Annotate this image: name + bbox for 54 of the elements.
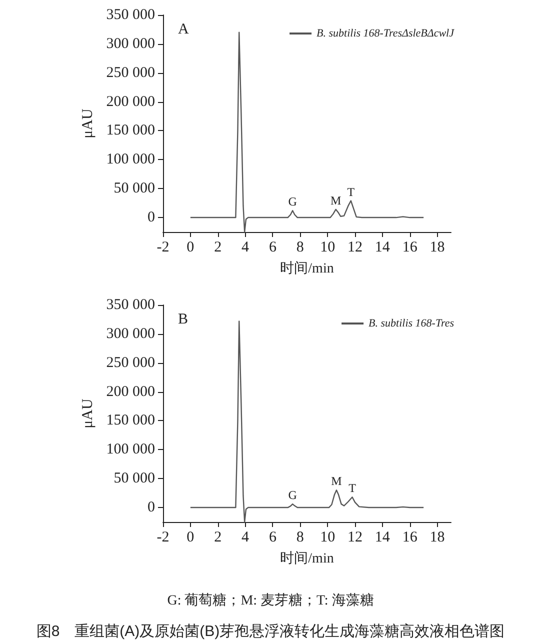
x-tick-label: 0 (186, 240, 194, 256)
x-tick-label: 8 (296, 530, 304, 546)
annotation: G (288, 194, 298, 209)
chart-title: B (178, 312, 188, 328)
x-tick-label: 14 (374, 530, 390, 546)
y-tick-label: 250 000 (106, 354, 155, 371)
y-tick-label: 50 000 (114, 180, 155, 197)
x-tick-label: 2 (214, 240, 222, 256)
y-tick-label: 350 000 (106, 297, 155, 313)
x-tick-label: 6 (268, 530, 277, 546)
y-tick-label: 200 000 (106, 384, 155, 400)
x-tick-label: 16 (402, 240, 418, 256)
x-tick-label: 14 (374, 240, 390, 256)
legend-label: B. subtilis 168-Tres (368, 318, 454, 330)
x-tick-label: 8 (296, 240, 304, 256)
y-tick-label: 100 000 (106, 152, 155, 168)
x-tick-label: 18 (430, 240, 445, 256)
y-tick-label: 0 (148, 500, 155, 516)
x-tick-label: 18 (430, 530, 445, 546)
x-tick-label: 6 (268, 240, 277, 256)
x-tick-label: 10 (320, 530, 336, 546)
x-tick-label: 16 (402, 530, 418, 546)
y-axis-title: μAU (80, 398, 96, 428)
x-tick-label: -2 (156, 240, 170, 256)
x-tick-label: 10 (320, 240, 336, 256)
x-tick-label: 4 (242, 240, 250, 256)
y-axis-title: μAU (80, 108, 96, 138)
y-tick-label: 300 000 (106, 326, 155, 342)
x-tick-label: 2 (214, 530, 222, 546)
x-tick-label: 12 (348, 240, 362, 256)
y-tick-label: 150 000 (106, 122, 155, 139)
y-tick-label: 300 000 (106, 36, 155, 52)
caption: 图8 重组菌(A)及原始菌(B)芽孢悬浮液转化生成海藻糖高效液相色谱图 (36, 623, 505, 640)
legend-label: B. subtilis 168-TresΔsleBΔcwlJ (316, 28, 456, 40)
y-tick-label: 350 000 (106, 7, 155, 23)
y-tick-label: 100 000 (106, 442, 155, 458)
annotation: M (331, 474, 342, 488)
y-tick-label: 0 (148, 210, 155, 226)
annotation: G (288, 488, 298, 502)
x-tick-label: 4 (242, 530, 250, 546)
x-tick-label: -2 (156, 530, 170, 546)
chart-title: A (178, 22, 189, 38)
x-axis-title: 时间/min (280, 550, 334, 566)
annotation: T (347, 184, 356, 199)
x-axis-title: 时间/min (280, 260, 334, 276)
x-tick-label: 12 (348, 530, 362, 546)
y-tick-label: 150 000 (106, 412, 155, 429)
y-tick-label: 250 000 (106, 64, 155, 81)
y-tick-label: 200 000 (106, 94, 155, 110)
annotation: T (348, 481, 357, 496)
annotation: M (330, 193, 342, 208)
x-tick-label: 0 (186, 530, 194, 546)
text: G: 葡萄糖；M: 麦芽糖；T: 海藻糖 (167, 592, 374, 608)
y-tick-label: 50 000 (114, 470, 155, 487)
